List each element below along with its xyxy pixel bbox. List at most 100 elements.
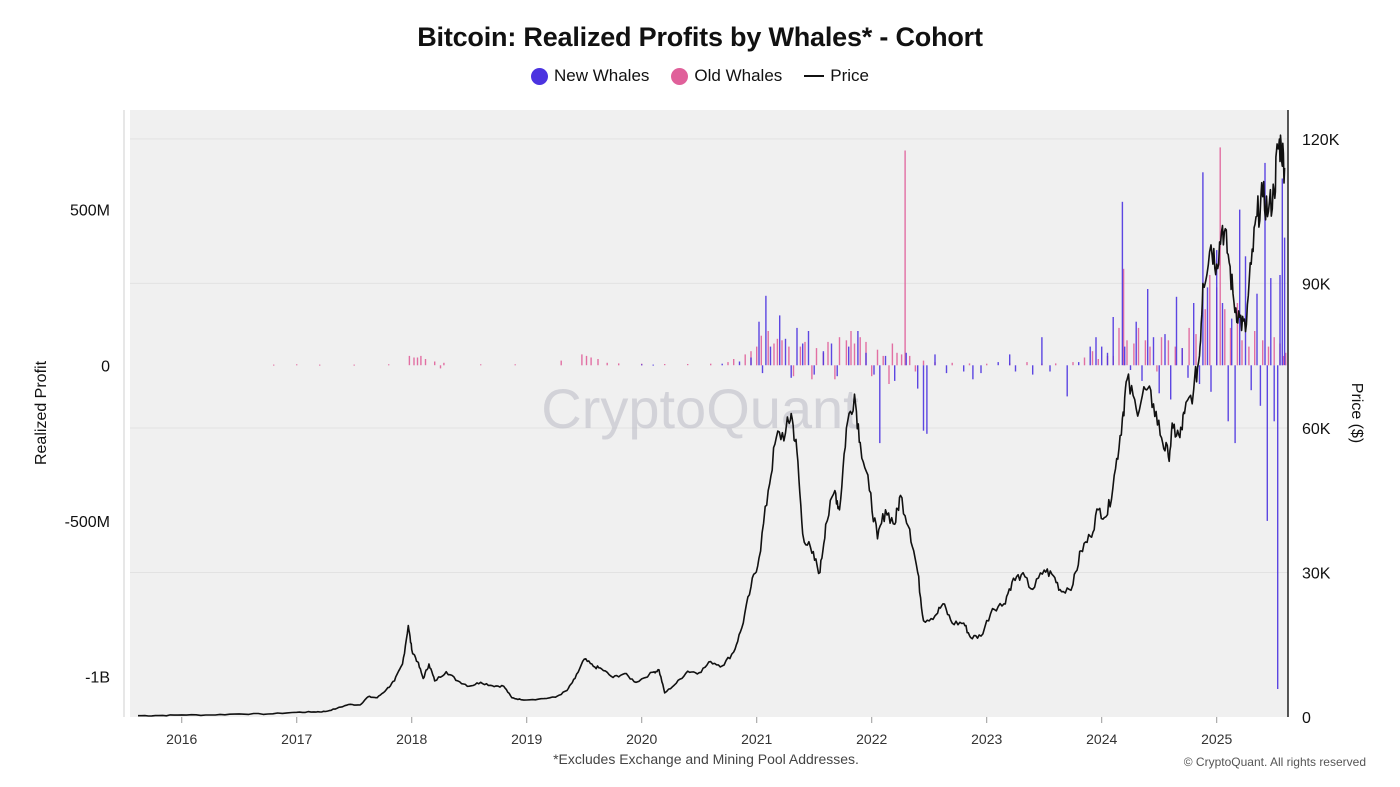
old-whales-bar: [560, 360, 562, 366]
left-axis-ticks: 500M 0 -500M -1B: [65, 203, 110, 687]
new-whales-bar: [1147, 289, 1149, 366]
old-whales-bar: [1126, 340, 1128, 366]
new-whales-bar: [1101, 346, 1103, 366]
old-whales-bar: [1055, 363, 1057, 366]
old-whales-bar: [733, 359, 735, 366]
y-axis-right-tick-label: 30K: [1302, 565, 1331, 582]
new-whales-bar: [1281, 178, 1283, 366]
old-whales-bar: [804, 341, 806, 366]
y-axis-right-tick-label: 90K: [1302, 276, 1331, 293]
old-whales-bar: [439, 365, 442, 369]
old-whales-bar: [434, 361, 436, 366]
new-whales-bar: [884, 355, 887, 366]
legend-item-price[interactable]: Price: [804, 66, 869, 86]
old-whales-bar: [871, 365, 873, 377]
new-whales-bar: [1135, 321, 1137, 366]
old-whales-bar: [909, 355, 911, 366]
new-whales-bar: [721, 363, 723, 366]
new-whales-bar: [917, 365, 919, 389]
new-whales-bar: [1041, 337, 1043, 366]
old-whales-bar: [590, 357, 592, 366]
old-whales-bar: [1229, 327, 1232, 366]
old-whales-bar: [1273, 337, 1275, 366]
new-whales-bar: [1106, 352, 1109, 366]
new-whales-bar: [1032, 365, 1034, 375]
new-whales-bar: [945, 365, 948, 374]
new-whales-bar: [922, 365, 925, 431]
y-axis-right-tick-label: 120K: [1302, 132, 1340, 149]
new-whales-bar: [997, 362, 999, 366]
new-whales-bar: [1206, 287, 1209, 366]
new-whales-bars: [641, 162, 1286, 689]
old-whales-bar: [1026, 362, 1028, 366]
old-whales-bar: [1174, 346, 1176, 366]
old-whales-bar: [1254, 331, 1256, 366]
old-whales-bar: [891, 343, 894, 366]
new-whales-bar: [836, 365, 838, 377]
price-line: [138, 134, 1286, 717]
x-axis-tick-label: 2018: [396, 731, 427, 747]
old-whales-bar: [792, 365, 795, 377]
new-whales-bar: [758, 321, 760, 366]
new-whales-bar: [641, 364, 643, 366]
old-whales-bar: [581, 354, 583, 366]
copyright-credit: © CryptoQuant. All rights reserved: [1183, 755, 1366, 769]
new-whales-bar: [934, 354, 936, 366]
old-whales-bar: [1160, 337, 1163, 366]
new-whales-bar: [972, 365, 974, 380]
new-whales-bar: [822, 351, 825, 366]
x-axis-tick-label: 2019: [511, 731, 542, 747]
old-whales-bar: [424, 359, 427, 366]
new-whales-bar: [1250, 365, 1252, 391]
old-whales-bar: [1144, 340, 1147, 366]
new-whales-bar: [1049, 365, 1051, 372]
old-whales-bar: [1236, 303, 1239, 366]
old-whales-bar: [914, 365, 917, 372]
new-whales-bar: [879, 365, 881, 444]
new-whales-bar: [750, 357, 752, 366]
legend-dot-new-whales: [530, 67, 548, 85]
watermark: CryptoQuant: [541, 377, 859, 440]
new-whales-bar: [765, 295, 767, 366]
old-whales-bar: [296, 364, 298, 366]
chart-legend: New Whales Old Whales Price: [0, 66, 1400, 86]
new-whales-bar: [857, 331, 859, 366]
old-whales-bar: [1224, 309, 1226, 366]
legend-label-price: Price: [830, 66, 870, 85]
old-whales-bar: [664, 364, 666, 366]
old-whales-bar: [1241, 340, 1243, 366]
old-whales-bar: [900, 354, 903, 366]
new-whales-bar: [1170, 365, 1172, 400]
x-axis-tick-label: 2017: [281, 731, 312, 747]
old-whales-bar: [1137, 327, 1140, 366]
old-whales-bar: [744, 354, 746, 366]
x-axis-tick-label: 2022: [856, 731, 887, 747]
x-axis-tick-label: 2023: [971, 731, 1002, 747]
old-whales-bar: [1262, 340, 1264, 366]
plot-area: [130, 110, 1288, 717]
old-whales-bar: [850, 331, 852, 366]
old-whales-bar: [882, 355, 884, 366]
new-whales-bar: [1089, 346, 1091, 366]
old-whales-bar: [388, 364, 390, 366]
new-whales-bar: [1256, 293, 1258, 366]
new-whales-bar: [1198, 365, 1201, 384]
new-whales-bar: [905, 352, 907, 366]
new-whales-bar: [1066, 365, 1068, 397]
legend-dot-old-whales: [671, 67, 689, 85]
new-whales-bar: [1121, 201, 1124, 366]
legend-item-old-whales[interactable]: Old Whales: [671, 66, 782, 86]
new-whales-bar: [1231, 318, 1233, 366]
new-whales-bar: [1244, 256, 1247, 366]
new-whales-bar: [926, 365, 928, 434]
old-whales-bar: [845, 340, 848, 366]
new-whales-bar: [1124, 346, 1126, 366]
new-whales-bar: [813, 365, 815, 375]
old-whales-bar: [834, 365, 836, 380]
old-whales-bar: [319, 364, 321, 366]
old-whales-bar: [1118, 327, 1120, 366]
new-whales-bar: [1112, 317, 1114, 366]
legend-item-new-whales[interactable]: New Whales: [530, 66, 649, 86]
new-whales-bar: [652, 364, 654, 366]
new-whales-bar: [779, 315, 781, 366]
